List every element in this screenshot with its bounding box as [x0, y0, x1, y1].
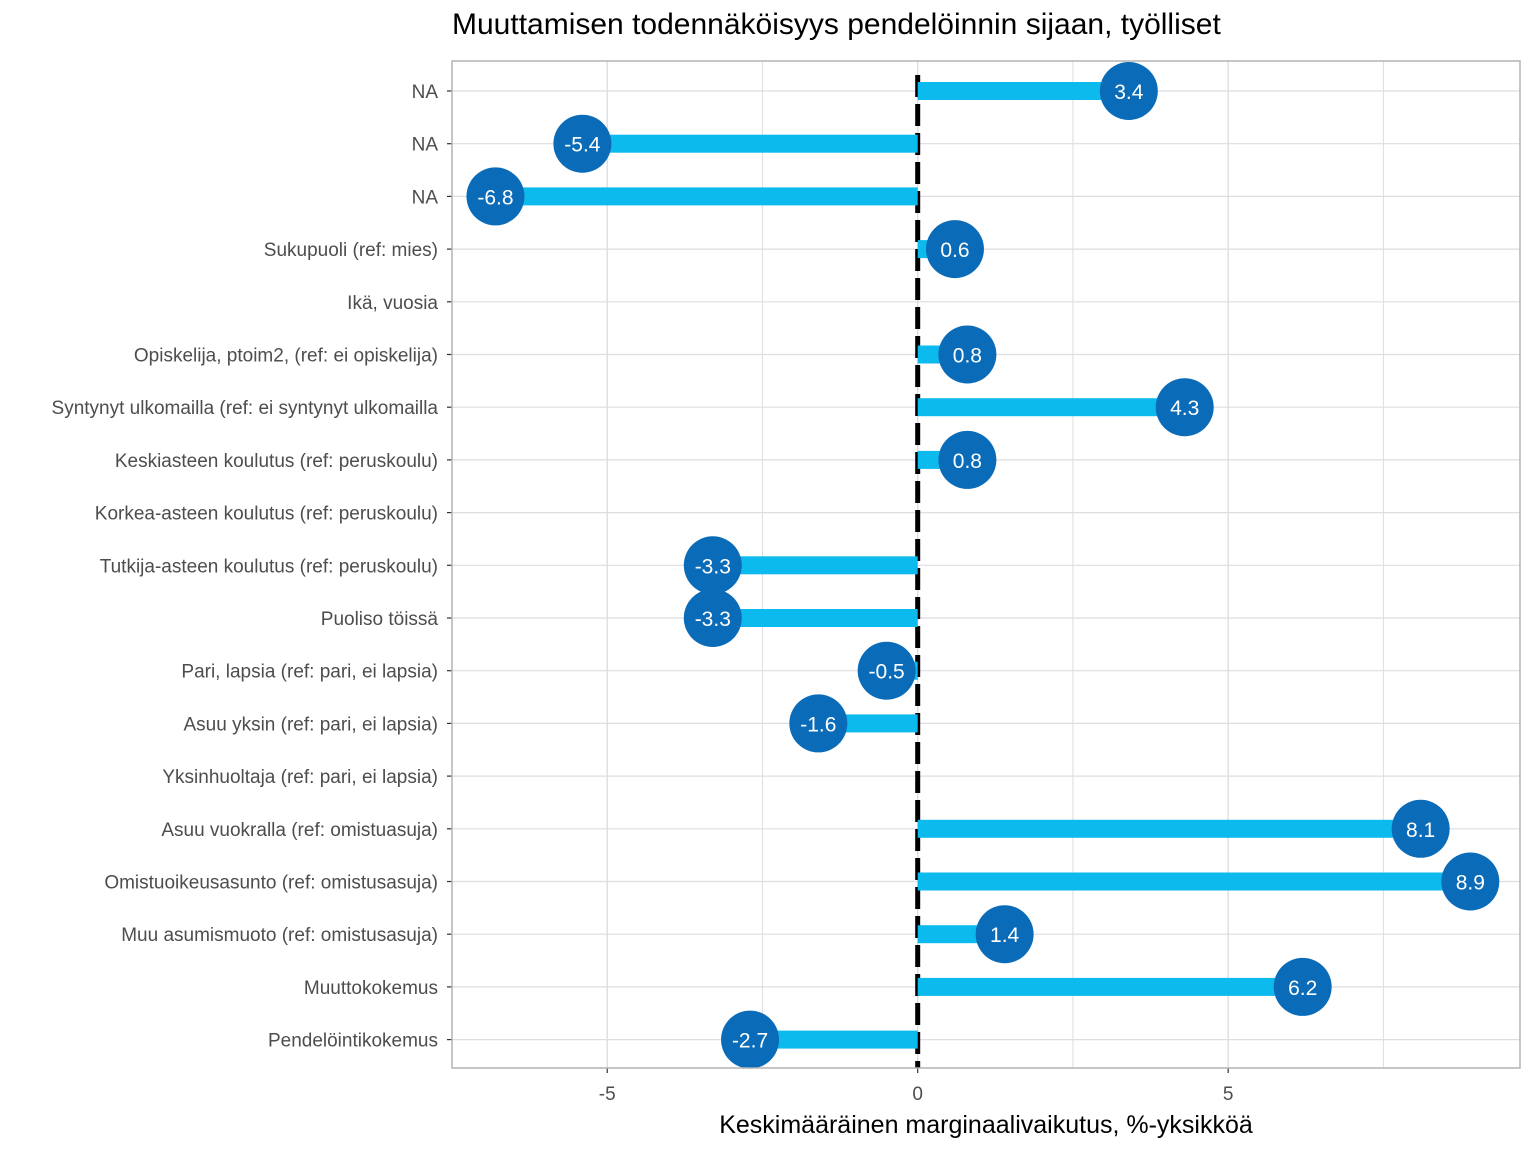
bar	[712, 609, 918, 627]
point	[857, 641, 916, 700]
y-tick-label: Tutkija-asteen koulutus (ref: peruskoulu…	[100, 556, 438, 577]
y-tick-label: Asuu vuokralla (ref: omistuasuja)	[161, 820, 438, 841]
y-tick-label: Puoliso töissä	[321, 609, 439, 630]
y-tick-label: NA	[412, 135, 439, 156]
data-label: -3.3	[695, 555, 731, 578]
data-label: 1.4	[990, 924, 1020, 947]
bar	[712, 556, 918, 575]
bar	[582, 134, 918, 153]
x-tick-label: 5	[1223, 1084, 1234, 1105]
x-axis-title: Keskimääräinen marginaalivaikutus, %-yks…	[719, 1111, 1253, 1139]
data-label: 6.2	[1288, 977, 1317, 1000]
y-tick-label: Ikä, vuosia	[347, 293, 438, 314]
point	[553, 114, 612, 173]
data-label: -6.8	[477, 186, 513, 209]
data-label: -3.3	[695, 608, 731, 631]
y-tick-label: Sukupuoli (ref: mies)	[264, 240, 438, 261]
point	[938, 325, 997, 384]
points: 3.4 -5.4 -6.8 0.6 0.8 4.3 0.8 -3.3 -3.3 -0.5 -1.6 8…	[466, 62, 1500, 1069]
point	[721, 1010, 780, 1069]
data-label: -2.7	[732, 1030, 768, 1053]
point	[683, 589, 742, 647]
data-label: 4.3	[1170, 397, 1199, 420]
y-tick-label: NA	[412, 82, 439, 103]
point	[975, 905, 1034, 964]
data-label: -0.5	[869, 661, 905, 684]
data-label: 8.9	[1456, 872, 1485, 895]
point	[466, 167, 525, 226]
point	[925, 220, 984, 279]
bars	[495, 82, 1471, 1049]
data-label: -5.4	[564, 134, 601, 157]
y-tick-label: Asuu yksin (ref: pari, ei lapsia)	[184, 714, 439, 735]
bar	[917, 977, 1303, 996]
x-tick-label: -5	[599, 1084, 616, 1105]
point	[789, 694, 848, 753]
y-tick-label: Yksinhuoltaja (ref: pari, ei lapsia)	[162, 767, 438, 788]
y-tick-label: Korkea-asteen koulutus (ref: peruskoulu)	[95, 504, 438, 525]
data-label: 8.1	[1406, 819, 1435, 842]
y-tick-label: Muu asumismuoto (ref: omistusasuja)	[121, 925, 438, 946]
y-tick-label: Keskiasteen koulutus (ref: peruskoulu)	[115, 451, 438, 472]
panel-border	[451, 60, 1521, 1069]
y-tick-label: NA	[412, 187, 439, 208]
y-tick-label: Muuttokokemus	[304, 978, 438, 999]
y-axis-labels: NA NA NA Sukupuoli (ref: mies) Ikä, vuosia Op…	[52, 82, 452, 1052]
point	[1155, 378, 1214, 437]
data-label: 0.6	[940, 239, 969, 262]
bar	[750, 1030, 918, 1049]
y-tick-label: Omistuoikeusasunto (ref: omistusasuja)	[104, 873, 438, 894]
point	[1391, 799, 1450, 858]
bar	[917, 819, 1421, 838]
y-tick-label: Pari, lapsia (ref: pari, ei lapsia)	[181, 662, 438, 683]
x-tick-label: 0	[912, 1084, 923, 1105]
point	[938, 430, 997, 489]
y-tick-label: Opiskelija, ptoim2, (ref: ei opiskelija)	[134, 346, 438, 367]
y-tick-label: Pendelöintikokemus	[268, 1031, 438, 1052]
bar	[917, 82, 1129, 100]
data-label: -1.6	[800, 713, 836, 736]
data-label: 0.8	[953, 345, 982, 368]
chart-title: Muuttamisen todennäköisyys pendelöinnin …	[452, 8, 1221, 41]
point	[683, 536, 742, 595]
bar	[917, 398, 1185, 417]
point	[1441, 852, 1500, 911]
data-label: 0.8	[953, 450, 982, 473]
data-label: 3.4	[1114, 81, 1144, 104]
point	[1099, 62, 1158, 120]
bar	[917, 872, 1471, 891]
bar	[495, 187, 918, 206]
x-axis-labels: -5 0 5	[599, 1068, 1234, 1105]
y-tick-label: Syntynyt ulkomailla (ref: ei syntynyt ul…	[52, 398, 439, 419]
point	[1273, 957, 1332, 1016]
